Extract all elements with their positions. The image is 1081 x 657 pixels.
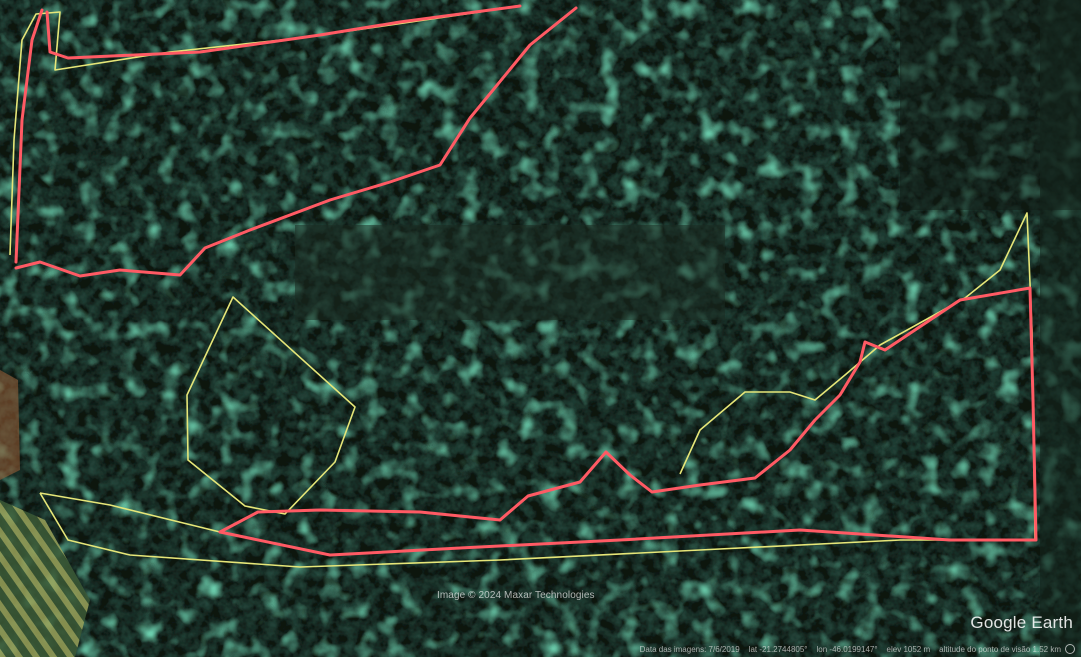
google-earth-logo: Google Earth xyxy=(970,613,1073,633)
elevation-readout: elev 1052 m xyxy=(887,645,931,654)
red-boundary-north xyxy=(16,10,42,262)
longitude-readout: lon -46.0199147° xyxy=(817,645,878,654)
status-bar: Data das imagens: 7/6/2019 lat -21.27448… xyxy=(640,642,1075,656)
imagery-attribution: Image © 2024 Maxar Technologies xyxy=(437,590,595,601)
yellow-boundary-south-west xyxy=(40,493,220,532)
red-boundary-north-top xyxy=(47,6,520,58)
eye-altitude-readout: altitude do ponto de visão 1.52 km xyxy=(939,645,1061,654)
yellow-boundary-small-polygon xyxy=(187,297,355,514)
yellow-boundary-south xyxy=(40,493,1035,567)
yellow-boundary-east xyxy=(680,213,1035,540)
red-boundary-south-east xyxy=(220,288,1036,555)
imagery-date: Data das imagens: 7/6/2019 xyxy=(640,645,740,654)
compass-icon[interactable] xyxy=(1065,644,1075,654)
red-boundary-north-diagonal xyxy=(16,8,576,276)
latitude-readout: lat -21.2744805° xyxy=(749,645,808,654)
